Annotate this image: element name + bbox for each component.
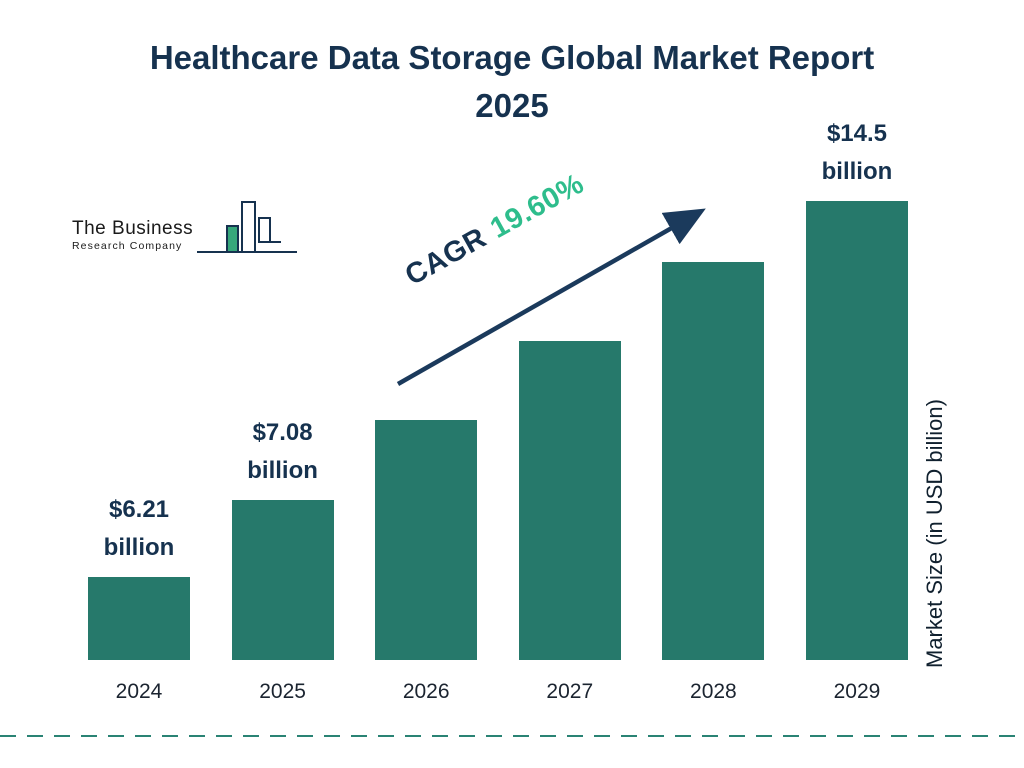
bar-2027 [518, 341, 621, 660]
bar-value-label: $6.21 billion [103, 496, 175, 561]
bar-column-2026: 2026 [375, 115, 478, 703]
bar-2028 [662, 262, 765, 660]
company-logo-line2: Research Company [72, 240, 183, 252]
bar-value-label: $7.08 billion [247, 419, 318, 484]
x-tick-label-2028: 2028 [690, 680, 737, 703]
page-title: Healthcare Data Storage Global Market Re… [149, 39, 875, 124]
bar-chart: $6.21 billion 2024 $7.08 billion 2025 2026 2027… [88, 115, 908, 703]
bar-2026 [375, 420, 478, 660]
bar-2025 [231, 500, 334, 660]
bar-column-2029: $14.5 billion 2029 [805, 115, 908, 703]
bar-2024 [88, 577, 190, 660]
bar-column-2027: 2027 [518, 115, 621, 703]
x-tick-label-2027: 2027 [546, 680, 594, 703]
bar-column-2028: 2028 [662, 115, 765, 703]
bar-column-2025: $7.08 billion 2025 [231, 115, 334, 703]
bar-value-label: $14.5 billion [821, 120, 893, 185]
bar-column-2024: $6.21 billion 2024 [88, 115, 190, 703]
x-tick-label-2025: 2025 [259, 680, 306, 703]
x-tick-label-2024: 2024 [115, 680, 163, 703]
x-tick-label-2029: 2029 [833, 680, 881, 703]
company-logo-line1: The Business [72, 218, 194, 239]
x-tick-label-2026: 2026 [402, 680, 450, 703]
bar-2029 [805, 201, 908, 660]
company-logo: The Business Research Company [72, 196, 298, 258]
bottom-dashed-divider [0, 735, 1024, 737]
company-logo-text: The Business Research Company [72, 218, 193, 258]
bar-chart-logo-icon [197, 201, 298, 253]
y-axis-label: Market Size (in USD billion) [922, 399, 947, 668]
